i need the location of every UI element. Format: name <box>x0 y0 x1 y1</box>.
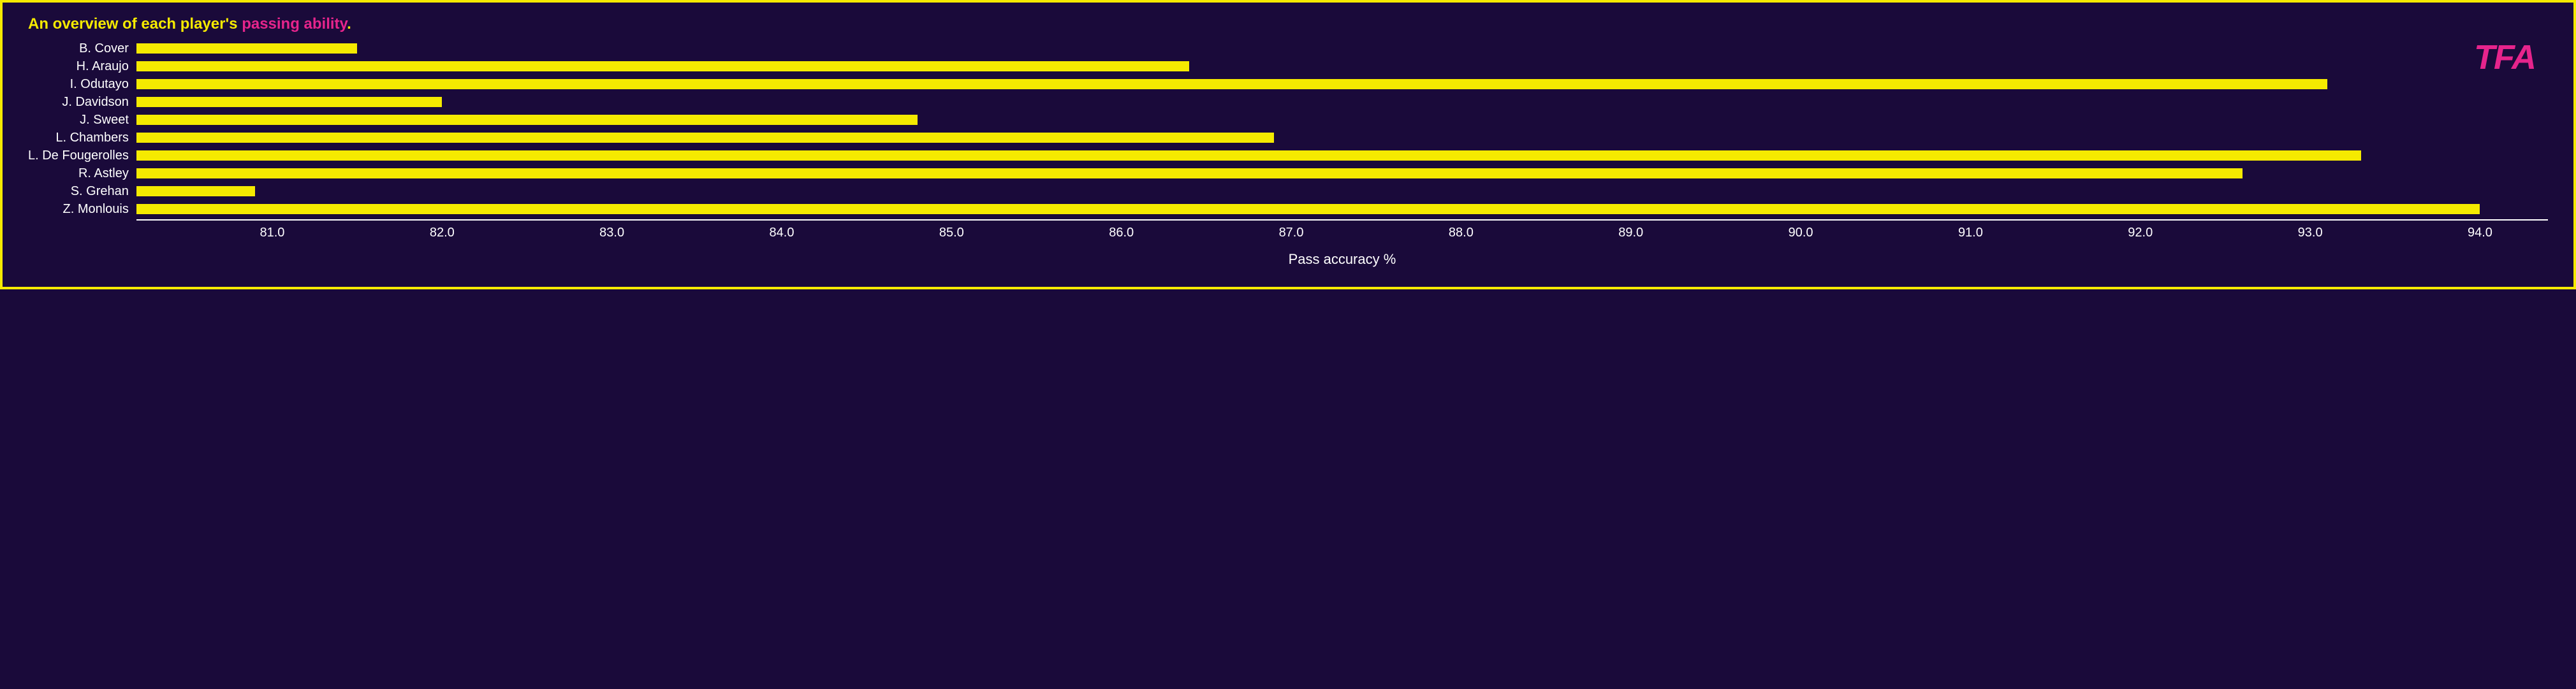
bar-row <box>136 129 2548 147</box>
y-axis-labels: B. CoverH. AraujoI. OdutayoJ. DavidsonJ.… <box>28 40 136 268</box>
x-axis-line <box>136 219 2548 221</box>
y-axis-label: J. Sweet <box>80 111 129 129</box>
bar <box>136 115 918 125</box>
bars-area: 81.0 82.0 83.0 84.0 85.0 86.0 87.0 88.0 89.0 90.0… <box>136 40 2548 268</box>
x-axis-label: Pass accuracy % <box>136 251 2548 268</box>
bar <box>136 61 1189 71</box>
x-tick: 85.0 <box>939 226 964 240</box>
bar-row <box>136 111 2548 129</box>
bar-row <box>136 182 2548 200</box>
y-axis-label: J. Davidson <box>62 93 129 111</box>
bar-row <box>136 93 2548 111</box>
y-axis-label: I. Odutayo <box>70 75 129 93</box>
x-tick: 83.0 <box>599 226 624 240</box>
x-tick: 94.0 <box>2468 226 2492 240</box>
x-tick: 93.0 <box>2298 226 2323 240</box>
bar-row <box>136 57 2548 75</box>
title-suffix: . <box>347 15 351 33</box>
y-axis-label: S. Grehan <box>71 182 129 200</box>
bar-row <box>136 164 2548 182</box>
x-tick: 92.0 <box>2128 226 2153 240</box>
chart-title: An overview of each player's passing abi… <box>28 15 2548 33</box>
x-axis-ticks: 81.0 82.0 83.0 84.0 85.0 86.0 87.0 88.0 89.0 90.0… <box>136 226 2548 245</box>
y-axis-label: B. Cover <box>79 40 129 57</box>
bar <box>136 133 1275 143</box>
x-tick: 90.0 <box>1789 226 1813 240</box>
y-axis-label: H. Araujo <box>77 57 129 75</box>
bar-row <box>136 147 2548 164</box>
x-tick: 87.0 <box>1279 226 1304 240</box>
bar <box>136 168 2243 178</box>
bar <box>136 204 2480 214</box>
y-axis-label: R. Astley <box>78 164 129 182</box>
x-tick: 89.0 <box>1618 226 1643 240</box>
bar <box>136 43 357 54</box>
x-tick: 88.0 <box>1449 226 1474 240</box>
title-prefix: An overview of each player's <box>28 15 242 33</box>
bar-row <box>136 200 2548 218</box>
x-tick: 91.0 <box>1958 226 1983 240</box>
bar <box>136 97 442 107</box>
bar-row <box>136 40 2548 57</box>
bar <box>136 150 2361 161</box>
x-tick: 86.0 <box>1109 226 1134 240</box>
chart-container: An overview of each player's passing abi… <box>0 0 2576 289</box>
bars <box>136 40 2548 218</box>
y-axis-label: L. Chambers <box>55 129 129 147</box>
bar <box>136 186 255 196</box>
y-axis-label: L. De Fougerolles <box>28 147 129 164</box>
bar-row <box>136 75 2548 93</box>
y-axis-label: Z. Monlouis <box>63 200 129 218</box>
x-tick: 81.0 <box>260 226 284 240</box>
x-tick: 84.0 <box>770 226 794 240</box>
bar <box>136 79 2327 89</box>
x-tick: 82.0 <box>430 226 455 240</box>
plot-area: B. CoverH. AraujoI. OdutayoJ. DavidsonJ.… <box>28 40 2548 268</box>
title-highlight: passing ability <box>242 15 347 33</box>
